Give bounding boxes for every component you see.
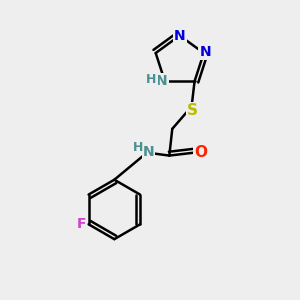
Text: N: N (200, 44, 211, 58)
Text: O: O (195, 145, 208, 160)
Text: N: N (143, 145, 154, 159)
Text: S: S (187, 103, 198, 118)
Text: H: H (146, 73, 157, 86)
Text: N: N (174, 28, 185, 43)
Text: H: H (133, 141, 143, 154)
Text: F: F (76, 217, 86, 231)
Text: N: N (156, 74, 168, 88)
